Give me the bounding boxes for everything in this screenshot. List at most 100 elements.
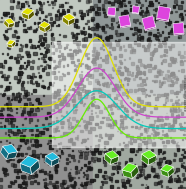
Bar [25,184,27,186]
Bar [106,36,109,40]
Bar [174,172,175,173]
Bar [50,17,52,19]
Bar [142,15,146,18]
Bar [19,98,20,100]
Bar [157,29,158,30]
Bar [38,102,41,105]
Bar [104,14,107,17]
Bar [108,136,111,139]
Bar [52,2,55,5]
Bar [29,27,31,29]
Bar [176,115,179,119]
Bar [125,114,128,117]
Bar [102,68,104,71]
Bar [184,122,185,123]
Bar [17,145,20,148]
Bar [154,175,155,176]
Bar [141,36,143,38]
Bar [20,145,21,146]
Bar [161,185,162,187]
Bar [162,41,165,43]
Bar [91,19,93,21]
Bar [182,2,183,3]
Bar [163,59,166,62]
Bar [113,70,114,71]
Bar [16,108,17,109]
Bar [103,160,106,163]
Bar [124,66,125,67]
Bar [118,70,120,71]
Bar [157,12,160,15]
Bar [35,140,38,142]
Bar [35,170,36,171]
Bar [151,149,153,151]
Bar [169,175,171,177]
Bar [24,90,27,93]
Bar [7,53,8,55]
Bar [104,141,108,144]
Bar [168,36,169,37]
Polygon shape [105,151,119,159]
Bar [174,22,176,23]
Bar [132,72,133,73]
Bar [88,163,89,164]
Bar [180,88,182,90]
Bar [19,159,20,160]
Bar [10,121,12,123]
Bar [46,183,48,185]
Bar [121,105,123,107]
Bar [16,176,19,178]
Bar [66,146,67,148]
Bar [63,132,67,135]
Bar [31,175,34,178]
Bar [23,187,26,189]
Bar [36,129,38,131]
Bar [79,155,82,158]
Bar [55,169,57,171]
Bar [91,105,93,106]
Bar [141,174,142,176]
Bar [111,18,114,21]
Bar [124,108,127,111]
Bar [157,162,160,164]
Bar [18,2,19,3]
Bar [24,118,26,119]
Bar [120,115,123,117]
Bar [69,49,71,50]
Bar [11,143,13,146]
Polygon shape [142,150,156,159]
Bar [20,44,21,45]
Bar [83,27,84,29]
Bar [98,144,99,145]
Bar [52,45,54,47]
Bar [147,45,149,47]
Bar [173,58,176,61]
Bar [160,19,162,20]
Bar [31,137,33,139]
Bar [0,93,1,94]
Bar [111,155,114,158]
Bar [136,9,138,10]
Bar [20,153,21,155]
Bar [88,53,89,54]
Bar [184,102,186,104]
Polygon shape [45,152,59,161]
Bar [163,145,166,147]
Bar [153,130,155,132]
Bar [170,11,172,13]
Bar [145,187,146,188]
Bar [0,141,1,143]
Bar [170,74,172,76]
Bar [181,165,182,167]
Bar [39,2,41,4]
Bar [146,132,147,133]
Bar [106,151,107,152]
Bar [43,39,45,41]
Bar [150,90,152,92]
Bar [62,12,63,14]
Bar [98,139,100,141]
Bar [74,83,76,85]
Bar [55,170,57,173]
Bar [79,50,81,53]
Bar [113,122,116,125]
